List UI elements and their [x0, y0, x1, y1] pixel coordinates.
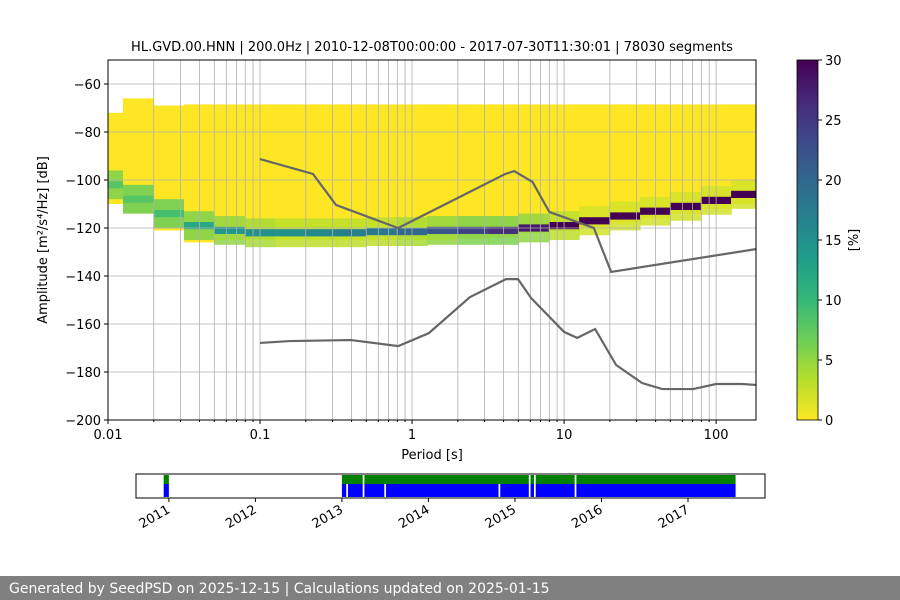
x-tick-label: 1 — [408, 428, 416, 443]
colorbar-tick-label: 0 — [825, 414, 833, 429]
density-mode — [214, 226, 246, 234]
chart-title: HL.GVD.00.HNN | 200.0Hz | 2010-12-08T00:… — [131, 40, 733, 55]
density-mode — [427, 226, 458, 234]
x-axis-label: Period [s] — [401, 448, 463, 463]
y-tick-label: −80 — [74, 126, 101, 141]
density-mode — [457, 226, 489, 234]
density-mode — [670, 202, 702, 210]
colorbar-label: [%] — [847, 229, 862, 252]
timeline-tick-label: 2015 — [483, 502, 519, 532]
x-tick-label: 0.1 — [250, 428, 271, 443]
x-tick-label: 0.01 — [94, 428, 123, 443]
availability-interval — [347, 484, 363, 497]
colorbar-tick-label: 5 — [825, 354, 833, 369]
timeline-tick-label: 2014 — [396, 502, 432, 532]
density-mode — [731, 190, 756, 198]
colorbar-tick-label: 10 — [825, 294, 842, 309]
colorbar-tick-label: 30 — [825, 54, 842, 69]
availability-interval — [163, 484, 169, 497]
availability-interval — [341, 484, 347, 497]
noise-model-line — [259, 278, 757, 391]
colorbar-tick-label: 20 — [825, 174, 842, 189]
availability-interval — [535, 475, 575, 484]
density-mode — [122, 195, 154, 203]
density-mode — [108, 181, 124, 189]
y-tick-label: −60 — [74, 78, 101, 93]
density-envelope — [275, 104, 306, 241]
timeline-tick-label: 2016 — [569, 502, 605, 532]
availability-interval — [530, 475, 534, 484]
colorbar-tick-label: 25 — [825, 114, 842, 129]
density-mode — [153, 210, 185, 218]
availability-interval — [500, 484, 529, 497]
chart: HL.GVD.00.HNN | 200.0Hz | 2010-12-08T00:… — [36, 40, 862, 532]
density-mode — [305, 229, 337, 237]
y-tick-label: −120 — [65, 222, 101, 237]
timeline-frame — [135, 473, 766, 499]
y-tick-label: −200 — [65, 414, 101, 429]
availability-interval — [535, 484, 575, 497]
footer: Generated by SeedPSD on 2025-12-15 | Cal… — [0, 576, 900, 600]
plot-area — [108, 98, 756, 248]
availability-interval — [576, 484, 736, 497]
y-tick-label: −140 — [65, 270, 101, 285]
availability-interval — [364, 475, 529, 484]
density-mode — [366, 228, 398, 236]
timeline-tick-label: 2013 — [310, 502, 346, 532]
y-tick-label: −100 — [65, 174, 101, 189]
availability-interval — [364, 484, 385, 497]
x-tick-label: 100 — [704, 428, 729, 443]
x-tick-label: 10 — [556, 428, 573, 443]
plot-frame — [107, 59, 757, 421]
density-mode — [609, 212, 641, 220]
colorbar-tick-label: 15 — [825, 234, 842, 249]
timeline-tick-label: 2011 — [137, 502, 173, 532]
timeline-tick-label: 2017 — [656, 502, 692, 532]
availability-interval — [576, 475, 736, 484]
density-envelope — [305, 104, 337, 241]
density-mode — [579, 217, 610, 225]
density-envelope — [518, 104, 550, 233]
availability-interval — [341, 475, 363, 484]
availability-interval — [386, 484, 499, 497]
density-mode — [275, 229, 306, 237]
timeline-tick-label: 2012 — [223, 502, 259, 532]
y-axis-label: Amplitude [m²/s⁴/Hz] [dB] — [36, 156, 51, 324]
colorbar — [796, 59, 819, 421]
y-tick-label: −160 — [65, 318, 101, 333]
availability-interval — [163, 475, 169, 484]
y-tick-label: −180 — [65, 366, 101, 381]
noise-model-line — [259, 158, 757, 274]
availability-interval — [530, 484, 534, 497]
